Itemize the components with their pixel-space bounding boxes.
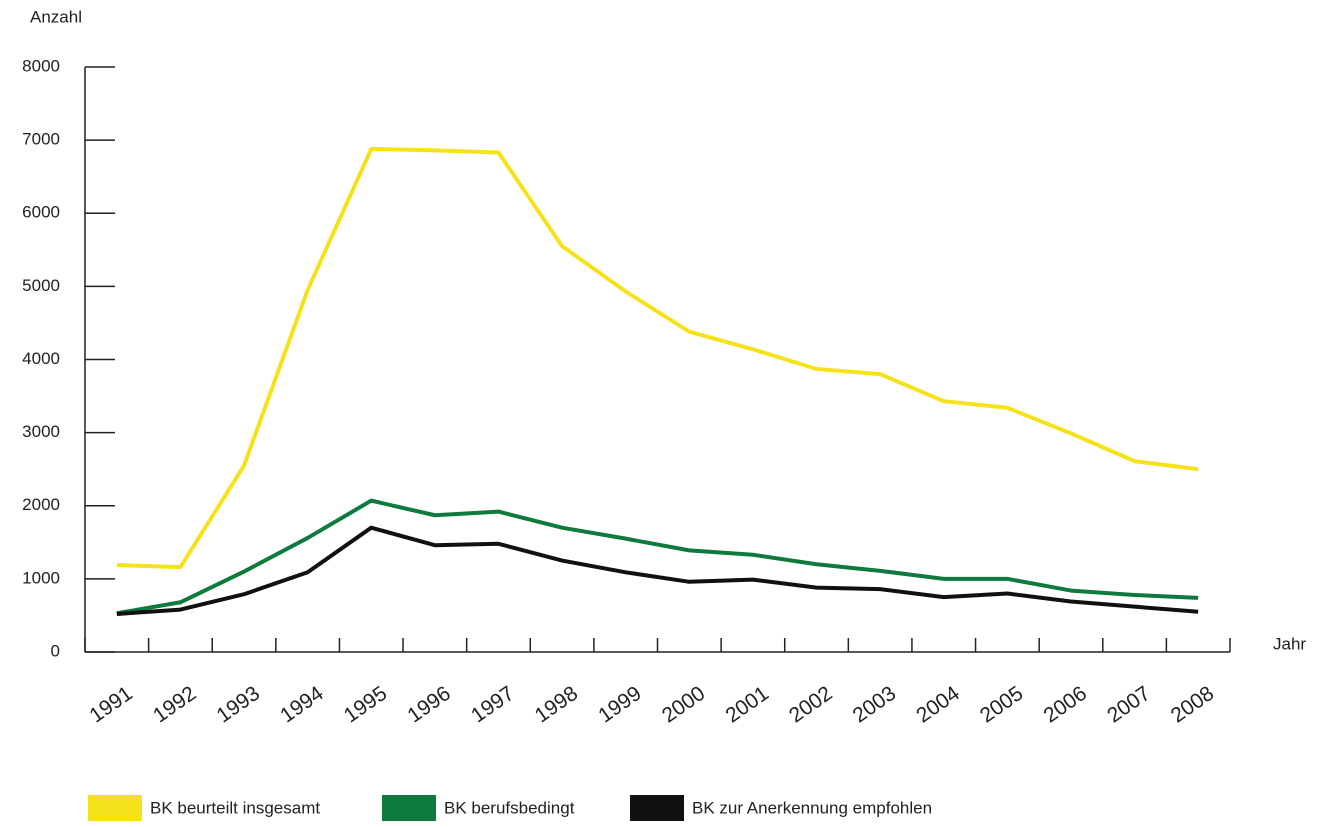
x-tick-label: 2001	[722, 682, 773, 728]
y-tick-label: 6000	[22, 203, 60, 222]
y-tick-label: 1000	[22, 568, 60, 587]
legend-label: BK zur Anerkennung empfohlen	[692, 798, 932, 817]
x-tick-label: 1999	[594, 682, 645, 728]
series-line	[116, 146, 1199, 570]
y-axis-label: Anzahl	[30, 7, 82, 26]
y-tick-label: 7000	[22, 130, 60, 149]
x-tick-label: 1997	[467, 682, 518, 728]
x-tick-label: 2002	[785, 682, 836, 728]
series-line	[116, 525, 1199, 616]
series-line	[116, 498, 1199, 616]
legend-label: BK berufsbedingt	[444, 798, 575, 817]
x-tick-label: 2006	[1040, 682, 1091, 728]
x-tick-label: 1995	[340, 682, 391, 728]
x-tick-label: 1996	[403, 682, 454, 728]
legend-label: BK beurteilt insgesamt	[150, 798, 320, 817]
x-tick-label: 1993	[213, 682, 264, 728]
x-tick-label: 2003	[849, 682, 900, 728]
x-tick-label: 2008	[1167, 682, 1218, 728]
x-tick-label: 1998	[531, 682, 582, 728]
x-tick-label: 2007	[1103, 682, 1154, 728]
legend-swatch	[630, 795, 684, 821]
x-tick-label: 2004	[912, 682, 964, 728]
x-tick-label: 1991	[85, 682, 136, 728]
x-tick-label: 1992	[149, 682, 200, 728]
y-tick-label: 5000	[22, 276, 60, 295]
x-tick-label: 2000	[658, 682, 709, 728]
y-tick-label: 3000	[22, 422, 60, 441]
x-tick-label: 2005	[976, 682, 1027, 728]
x-tick-label: 1994	[276, 682, 328, 728]
y-tick-label: 4000	[22, 349, 60, 368]
legend-swatch	[382, 795, 436, 821]
x-axis-label: Jahr	[1273, 634, 1306, 653]
y-tick-label: 2000	[22, 495, 60, 514]
y-tick-label: 8000	[22, 56, 60, 75]
legend-swatch	[88, 795, 142, 821]
y-tick-label: 0	[51, 641, 60, 660]
